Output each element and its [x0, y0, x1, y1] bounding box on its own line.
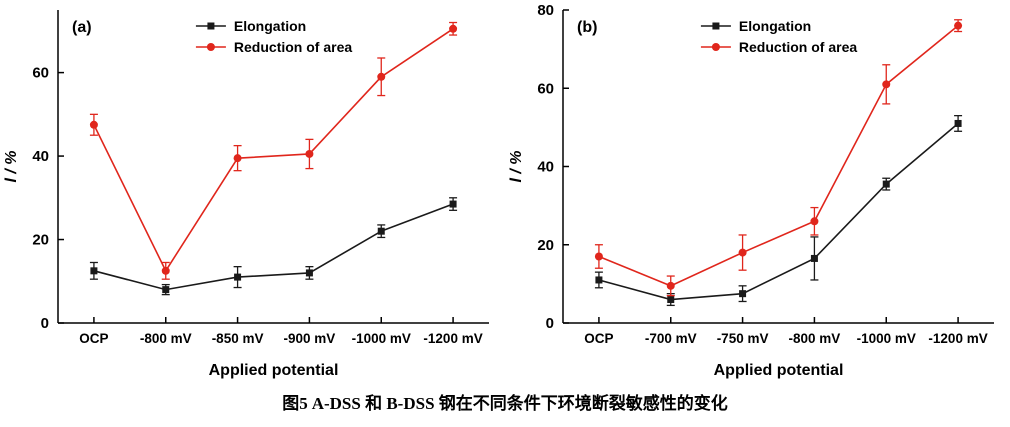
square-marker	[954, 119, 962, 127]
x-axis-title: Applied potential	[714, 362, 844, 379]
panel-label: (b)	[577, 19, 597, 36]
legend-label: Reduction of area	[739, 39, 857, 55]
chart-panel-b: 0 20 40 60 80 OCP -700 mV -750 mV -800 mV -1000 m…	[505, 0, 1010, 383]
y-tick-label: 60	[32, 65, 49, 82]
square-marker	[234, 273, 242, 281]
y-tick-label: 20	[32, 232, 49, 249]
y-tick-label: 80	[537, 2, 554, 19]
series-elongation	[89, 197, 458, 296]
x-tick-label: -850 mV	[212, 331, 264, 346]
x-tick-label: OCP	[584, 331, 613, 346]
y-tick-label: 0	[546, 315, 554, 332]
square-marker	[667, 296, 675, 304]
square-marker	[449, 200, 457, 208]
square-marker	[595, 276, 603, 284]
circle-marker	[666, 281, 675, 290]
x-tick-label: -1200 mV	[423, 331, 482, 346]
square-marker	[739, 290, 747, 298]
legend-label: Elongation	[739, 18, 811, 34]
circle-marker	[954, 21, 963, 30]
circle-marker	[594, 252, 603, 261]
y-tick-label: 40	[32, 148, 49, 165]
x-tick-label: -900 mV	[284, 331, 336, 346]
caption-text: A-DSS 和 B-DSS 钢在不同条件下环境断裂敏感性的变化	[311, 394, 728, 413]
circle-marker	[89, 120, 98, 129]
x-tick-label: -700 mV	[645, 331, 697, 346]
circle-marker	[161, 266, 170, 275]
chart-svg: 0 20 40 60 OCP -800 mV -850 mV -900 mV -1000 mV -…	[3, 10, 489, 379]
legend-square-marker	[712, 22, 720, 30]
x-tick-label: -800 mV	[789, 331, 841, 346]
series-line	[598, 25, 959, 287]
circle-marker	[810, 217, 819, 226]
circle-marker	[305, 149, 314, 158]
series-elongation	[594, 114, 963, 307]
series-reduction-of-area	[594, 19, 963, 297]
y-axis-title: l / %	[508, 150, 525, 182]
legend-label: Reduction of area	[234, 39, 352, 55]
y-axis-title: l / %	[3, 150, 20, 182]
series-line	[598, 122, 959, 301]
circle-marker	[377, 72, 386, 81]
y-tick-label: 0	[41, 315, 49, 332]
x-tick-label: OCP	[79, 331, 108, 346]
x-axis-title: Applied potential	[209, 362, 339, 379]
square-marker	[162, 286, 170, 294]
charts-row: 0 20 40 60 OCP -800 mV -850 mV -900 mV -1000 mV -…	[0, 0, 1010, 383]
chart-panel-a: 0 20 40 60 OCP -800 mV -850 mV -900 mV -1000 mV -…	[0, 0, 505, 383]
circle-marker	[449, 24, 458, 33]
square-marker	[810, 254, 818, 262]
y-tick-label: 40	[537, 159, 554, 176]
legend-square-marker	[207, 22, 215, 30]
circle-marker	[882, 80, 891, 89]
square-marker	[90, 267, 98, 275]
y-tick-label: 60	[537, 80, 554, 97]
series-line	[93, 203, 454, 291]
series-line	[93, 28, 454, 273]
legend-label: Elongation	[234, 18, 306, 34]
caption-prefix: 图5	[282, 394, 308, 413]
x-tick-label: -1000 mV	[857, 331, 916, 346]
figure-caption: 图5 A-DSS 和 B-DSS 钢在不同条件下环境断裂敏感性的变化	[0, 383, 1010, 414]
square-marker	[882, 180, 890, 188]
chart-svg: 0 20 40 60 80 OCP -700 mV -750 mV -800 mV -1000 m…	[508, 2, 994, 379]
legend-circle-marker	[711, 43, 720, 51]
x-tick-label: -1200 mV	[928, 331, 987, 346]
x-tick-label: -1000 mV	[352, 331, 411, 346]
x-tick-label: -750 mV	[717, 331, 769, 346]
square-marker	[305, 269, 313, 277]
series-reduction-of-area	[89, 21, 458, 280]
y-tick-label: 20	[537, 237, 554, 254]
panel-label: (a)	[72, 19, 92, 36]
legend-circle-marker	[206, 43, 215, 51]
circle-marker	[738, 248, 747, 257]
x-tick-label: -800 mV	[140, 331, 192, 346]
square-marker	[377, 227, 385, 235]
circle-marker	[233, 154, 242, 163]
